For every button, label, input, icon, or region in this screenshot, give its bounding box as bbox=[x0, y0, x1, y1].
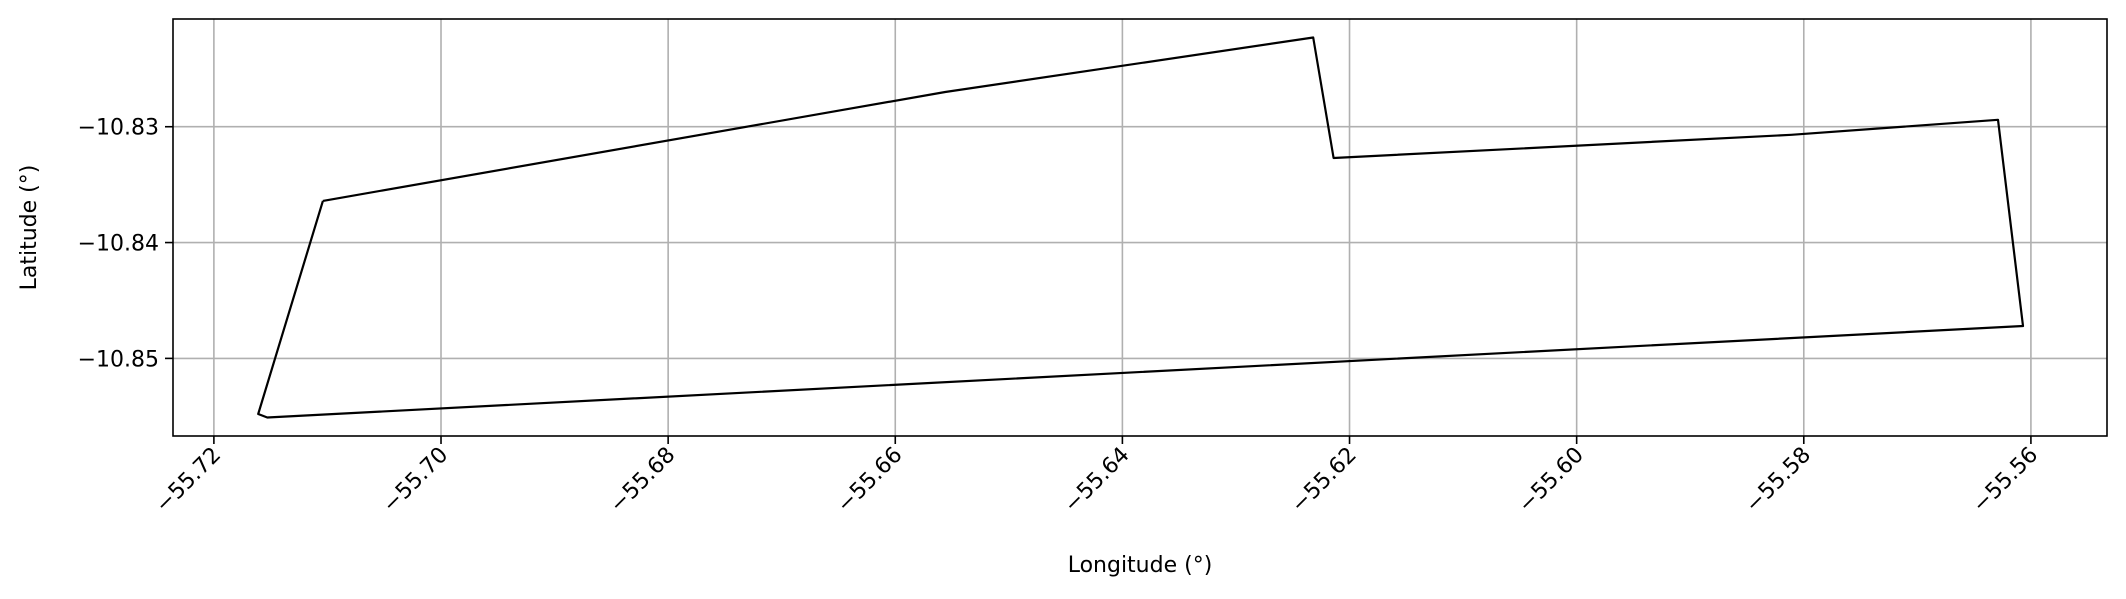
x-tick-label: −55.64 bbox=[1059, 443, 1134, 518]
series-layer bbox=[257, 36, 2025, 419]
x-tick-label: −55.60 bbox=[1514, 443, 1589, 518]
x-tick-label: −55.58 bbox=[1741, 443, 1816, 518]
x-tick-label: −55.62 bbox=[1287, 443, 1362, 518]
x-tick-label: −55.70 bbox=[378, 443, 453, 518]
x-axis-ticks: −55.72 −55.70 −55.68 −55.66 −55.64 −55.62 −55.… bbox=[151, 436, 2043, 518]
x-tick-label: −55.66 bbox=[832, 443, 907, 518]
y-axis-label: Latitude (°) bbox=[17, 165, 42, 291]
grid bbox=[173, 19, 2107, 436]
x-tick-label: −55.72 bbox=[151, 443, 226, 518]
y-tick-label: −10.84 bbox=[78, 232, 159, 257]
y-tick-label: −10.83 bbox=[78, 116, 159, 141]
polygon-outline bbox=[257, 36, 2025, 419]
x-tick-label: −55.56 bbox=[1968, 443, 2043, 518]
x-tick-label: −55.68 bbox=[605, 443, 680, 518]
y-tick-label: −10.85 bbox=[78, 347, 159, 372]
x-axis-label: Longitude (°) bbox=[1068, 553, 1213, 578]
plot-frame bbox=[172, 18, 2108, 437]
y-axis-ticks: −10.83 −10.84 −10.85 bbox=[78, 116, 173, 372]
